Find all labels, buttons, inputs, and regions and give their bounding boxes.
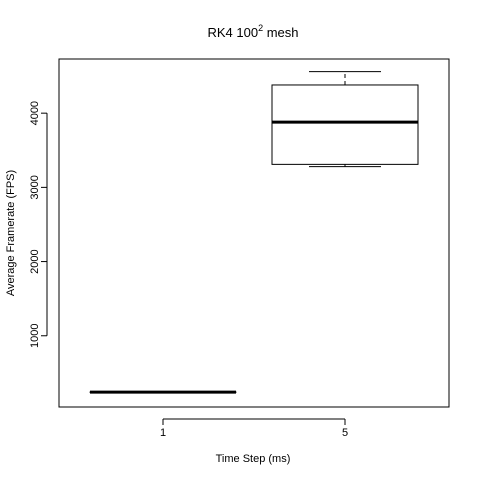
x-tick-label: 1 — [160, 427, 166, 439]
iqr-box — [271, 84, 419, 165]
y-tick-label: 2000 — [29, 249, 41, 273]
chart-title-suffix: mesh — [263, 25, 298, 40]
plot-frame — [58, 58, 450, 408]
x-axis-label: Time Step (ms) — [216, 453, 291, 465]
y-axis-label: Average Framerate (FPS) — [5, 170, 17, 296]
chart-title: RK4 1002 mesh — [207, 23, 298, 40]
y-tick-label: 3000 — [29, 175, 41, 199]
y-tick-label: 4000 — [29, 101, 41, 125]
chart-title-prefix: RK4 100 — [207, 25, 258, 40]
y-tick-label: 1000 — [29, 324, 41, 348]
chart-title-superscript: 2 — [258, 23, 263, 33]
y-axis: 1000 2000 3000 4000 — [29, 101, 48, 348]
x-tick-label: 5 — [342, 427, 348, 439]
box-5 — [271, 71, 419, 168]
boxes — [89, 71, 419, 394]
